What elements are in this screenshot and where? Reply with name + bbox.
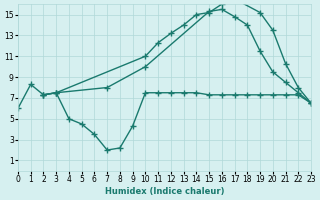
X-axis label: Humidex (Indice chaleur): Humidex (Indice chaleur) xyxy=(105,187,224,196)
